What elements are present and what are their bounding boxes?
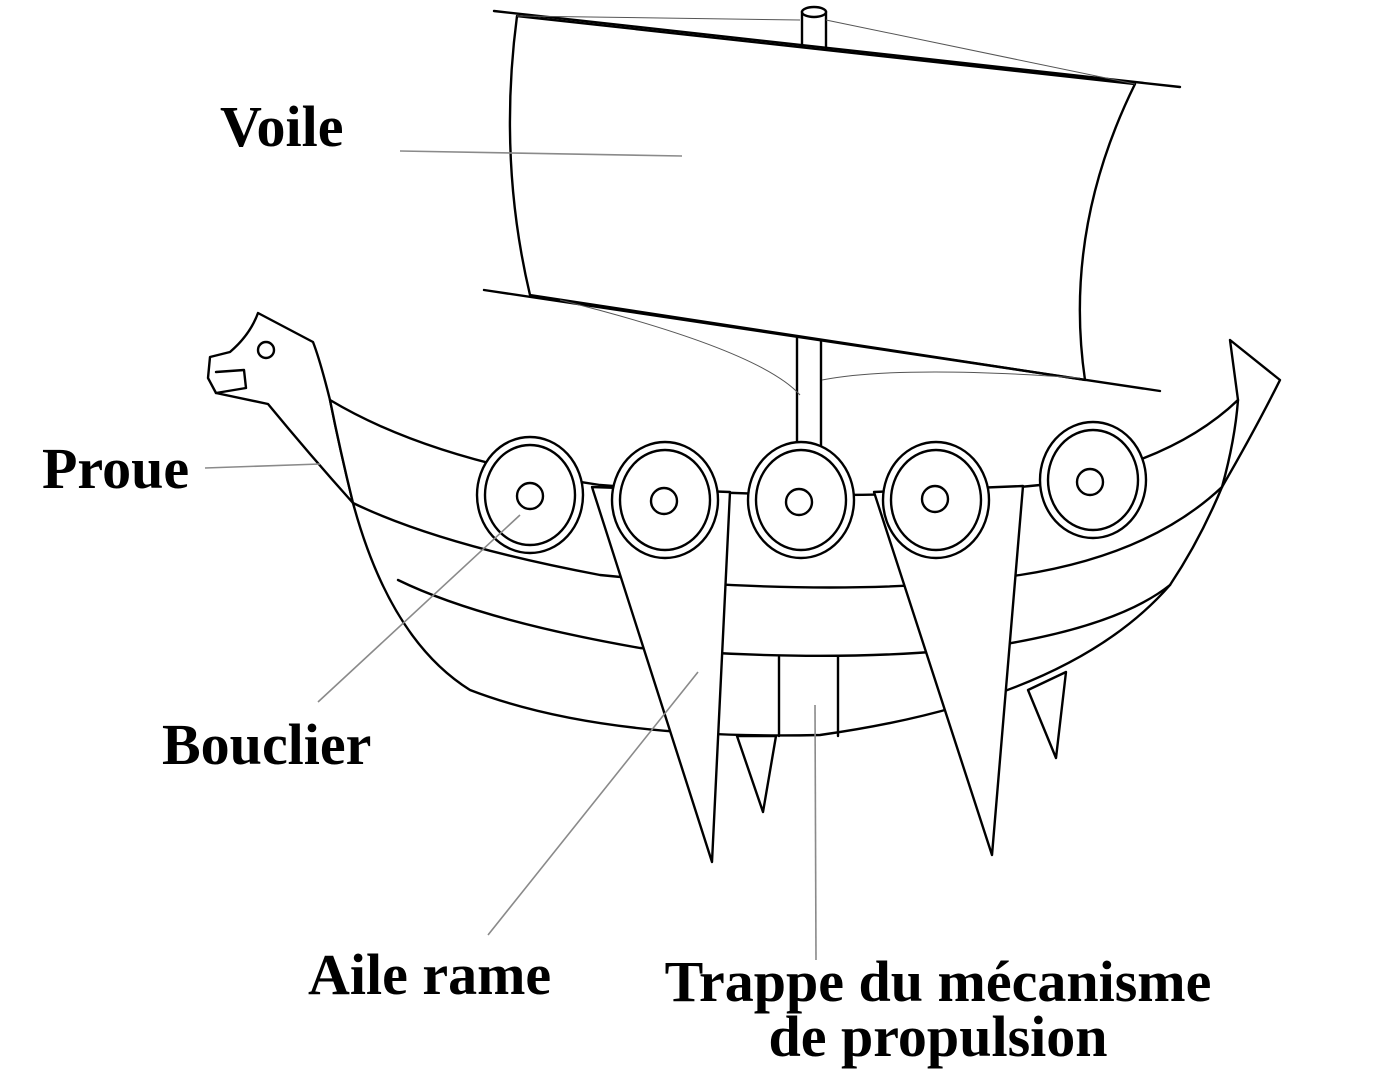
label-aile-rame: Aile rame bbox=[308, 942, 552, 1007]
wing-oars bbox=[590, 484, 1068, 864]
leader-line-aile-rame bbox=[487, 671, 699, 936]
sail bbox=[482, 9, 1182, 396]
label-trappe-line2: de propulsion bbox=[768, 1004, 1108, 1070]
shield bbox=[475, 435, 585, 555]
shields bbox=[475, 420, 1148, 560]
leader-lines bbox=[204, 150, 817, 961]
leader-line-trappe bbox=[814, 704, 817, 961]
shield bbox=[881, 440, 991, 560]
label-bouclier: Bouclier bbox=[162, 712, 372, 777]
label-trappe: Trappe du mécanisme de propulsion bbox=[648, 949, 1228, 1070]
label-trappe-line1: Trappe du mécanisme bbox=[664, 949, 1212, 1014]
leader-line-proue bbox=[204, 463, 321, 469]
label-proue: Proue bbox=[42, 436, 190, 501]
shield bbox=[746, 440, 856, 560]
leader-line-voile bbox=[399, 150, 683, 157]
leader-line-bouclier bbox=[317, 514, 521, 703]
shield bbox=[1038, 420, 1148, 540]
label-voile: Voile bbox=[220, 94, 344, 159]
shield bbox=[610, 440, 720, 560]
propulsion-hatch bbox=[777, 655, 840, 738]
